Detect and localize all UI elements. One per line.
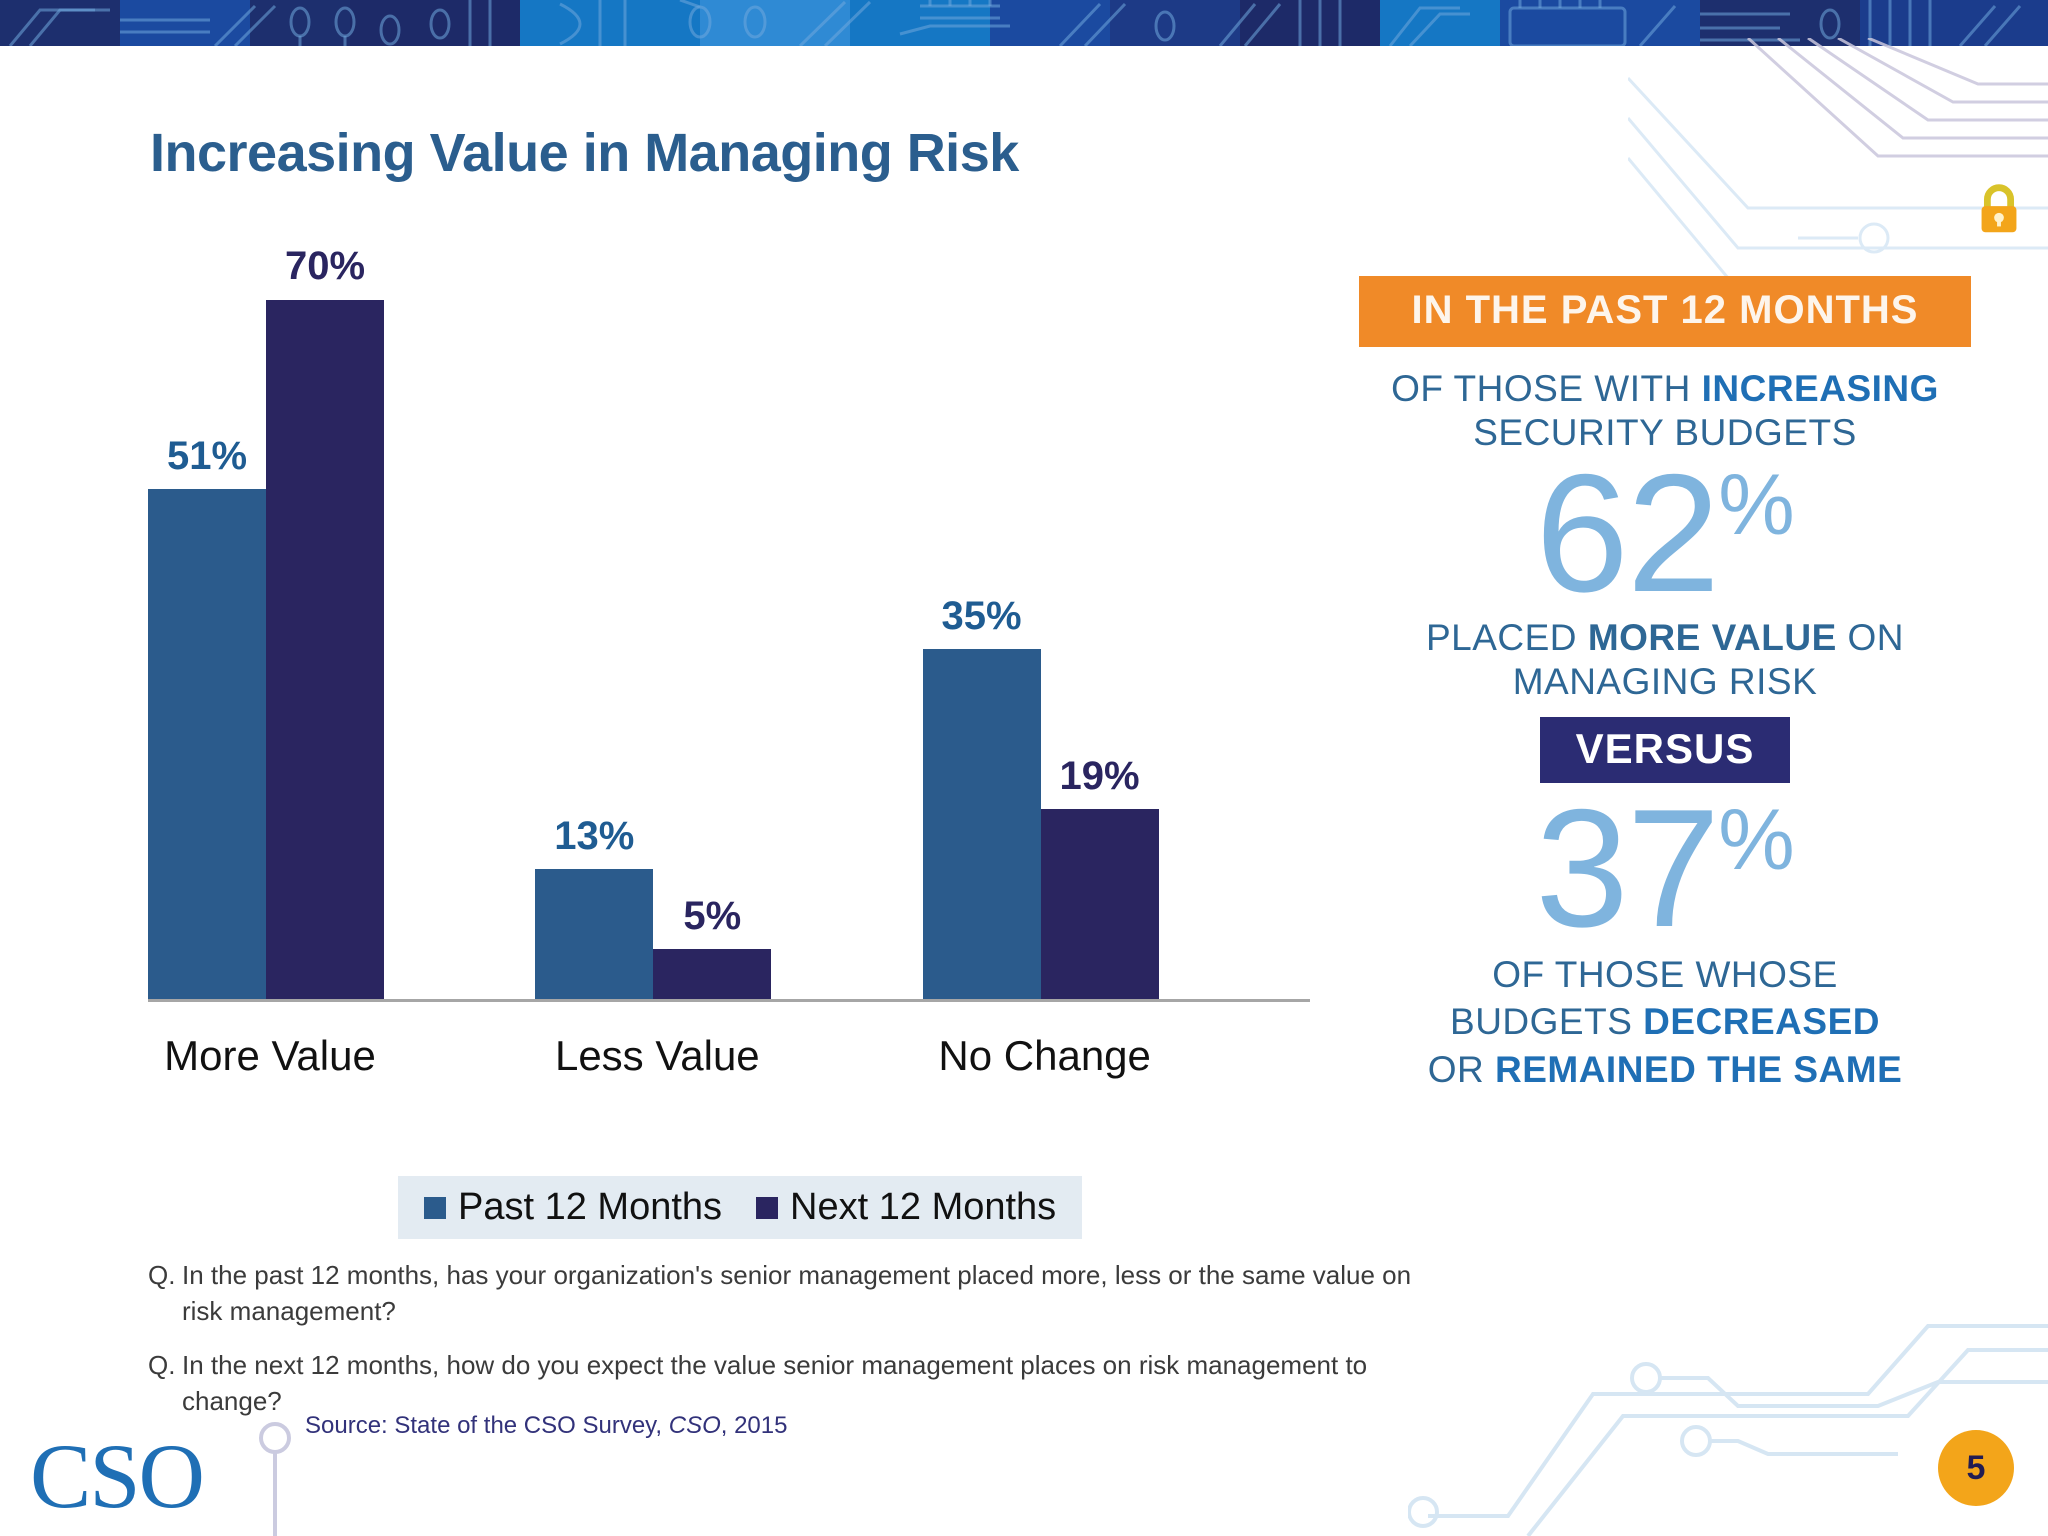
bar-past-more-value[interactable] [148,489,266,999]
cso-logo: CSO [30,1425,205,1527]
infographic-line-5: OF THOSE WHOSE [1492,953,1838,995]
infographic-line-6: BUDGETS DECREASED [1355,1000,1975,1044]
category-label-less-value: Less Value [535,1032,922,1080]
infographic-versus-badge: VERSUS [1539,717,1791,784]
question-marker-2: Q. [148,1349,176,1380]
source-prefix: Source: State of the CSO Survey, [305,1412,669,1439]
bar-next-more-value[interactable] [266,300,384,999]
bar-value-label-past-more-value: 51% [166,434,248,478]
infographic-stat1-number: 62 [1535,439,1720,628]
infographic-line7-plain: OR [1427,1049,1495,1091]
bar-value-label-next-less-value: 5% [683,894,742,938]
legend-item-past-12-months[interactable]: Past 12 Months [424,1186,722,1229]
infographic-line-7: OR REMAINED THE SAME [1355,1048,1975,1092]
questions-block: Q. In the past 12 months, has your organ… [148,1258,1418,1438]
infographic-stat2-number: 37 [1535,774,1720,963]
bar-value-label-past-no-change: 35% [941,594,1022,638]
source-suffix: , 2015 [720,1412,788,1439]
bar-group-no-change: 35% 19% [922,300,1310,999]
page-title: Increasing Value in Managing Risk [150,123,1019,183]
question-item-1: Q. In the past 12 months, has your organ… [148,1258,1418,1330]
page-number-badge: 5 [1938,1430,2014,1506]
chart-category-labels: More Value Less Value No Change [148,1032,1310,1080]
bar-value-label-next-more-value: 70% [284,244,366,288]
header-circuit-banner [0,0,2048,46]
question-marker-1: Q. [148,1260,176,1290]
bar-next-less-value[interactable] [653,949,772,999]
bar-value-label-next-no-change: 19% [1059,754,1140,798]
infographic-line-3: PLACED MORE VALUE ON MANAGING RISK [1355,616,1975,703]
infographic-line3-plain-a: PLACED [1425,616,1588,658]
bar-past-no-change[interactable] [922,649,1041,999]
infographic-panel: IN THE PAST 12 MONTHS OF THOSE WITH INCR… [1355,276,1975,1092]
infographic-line-2: SECURITY BUDGETS [1473,411,1857,453]
lock-icon [1981,184,2017,233]
bar-value-label-past-less-value: 13% [554,814,635,858]
category-text-no-change: No Change [938,1032,1151,1079]
decorative-circuit-bottom-right [1408,1324,2048,1536]
question-item-2: Q. In the next 12 months, how do you exp… [148,1348,1418,1420]
infographic-stat1-percent: % [1718,457,1795,554]
legend-label-past: Past 12 Months [458,1186,723,1228]
question-text-2: In the next 12 months, how do you expect… [182,1349,1368,1416]
bar-wrap-past-more-value: 51% [148,300,266,999]
category-text-less-value: Less Value [554,1032,760,1079]
infographic-stat-1: 62% [1355,449,1975,617]
bar-group-more-value: 51% 70% [148,246,535,999]
bar-wrap-past-no-change: 35% [922,300,1041,999]
infographic-line6-plain: BUDGETS [1450,1001,1644,1043]
question-text-1: In the past 12 months, has your organiza… [182,1260,1412,1326]
infographic-stat-2: 37% [1355,784,1975,952]
infographic-line-4: MANAGING RISK [1512,660,1818,702]
decorative-circuit-top-right [1628,38,2048,278]
legend-swatch-past [424,1196,446,1219]
infographic-banner: IN THE PAST 12 MONTHS [1359,276,1971,347]
bar-wrap-past-less-value: 13% [535,300,654,999]
legend-label-next: Next 12 Months [790,1186,1057,1228]
bar-next-no-change[interactable] [1040,809,1159,999]
bar-group-less-value: 13% 5% [535,300,922,999]
chart-legend: Past 12 Months Next 12 Months [398,1176,1083,1239]
bar-chart: 51% 70% 13% 5% [110,246,1340,1120]
infographic-line3-bold: MORE VALUE [1587,616,1837,658]
infographic-line1-bold: INCREASING [1701,368,1939,409]
chart-bar-groups: 51% 70% 13% 5% [148,246,1310,999]
category-text-more-value: More Value [164,1032,376,1079]
infographic-line6-bold: DECREASED [1643,1001,1880,1043]
infographic-line3-plain-b: ON [1836,616,1905,658]
infographic-stat2-percent: % [1718,792,1795,889]
infographic-line1-plain: OF THOSE WITH [1391,368,1702,409]
infographic-line-1: OF THOSE WITH INCREASING SECURITY BUDGET… [1355,367,1975,454]
infographic-line7-bold: REMAINED THE SAME [1494,1049,1903,1091]
legend-swatch-next [756,1196,779,1219]
chart-axis-line [148,999,1310,1002]
category-label-no-change: No Change [923,1032,1310,1080]
source-italic: CSO [668,1412,721,1439]
legend-item-next-12-months[interactable]: Next 12 Months [756,1186,1056,1229]
bar-past-less-value[interactable] [535,869,654,999]
bar-wrap-next-less-value: 5% [653,300,772,999]
bar-wrap-next-no-change: 19% [1040,300,1159,999]
category-label-more-value: More Value [148,1032,535,1080]
source-line: Source: State of the CSO Survey, CSO, 20… [305,1412,787,1440]
bar-wrap-next-more-value: 70% [266,246,384,999]
